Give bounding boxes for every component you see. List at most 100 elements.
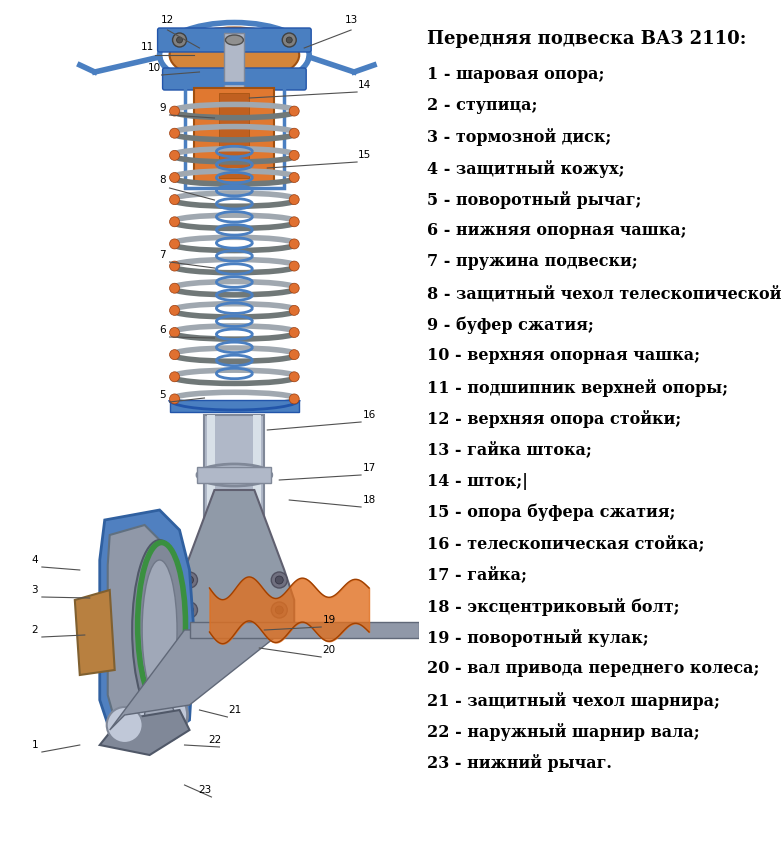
Text: 10 - верхняя опорная чашка;: 10 - верхняя опорная чашка; bbox=[427, 348, 700, 365]
Text: Передняя подвеска ВАЗ 2110:: Передняя подвеска ВАЗ 2110: bbox=[427, 30, 746, 47]
Circle shape bbox=[170, 106, 179, 116]
Text: 17: 17 bbox=[363, 463, 376, 473]
Circle shape bbox=[170, 349, 179, 360]
Text: 15 - опора буфера сжатия;: 15 - опора буфера сжатия; bbox=[427, 504, 675, 521]
Circle shape bbox=[289, 173, 299, 183]
Text: 18: 18 bbox=[363, 495, 376, 505]
Text: 2 - ступица;: 2 - ступица; bbox=[427, 97, 537, 114]
Bar bbox=[170, 400, 299, 412]
Text: 6: 6 bbox=[159, 325, 166, 335]
Polygon shape bbox=[75, 590, 114, 675]
Text: 12: 12 bbox=[161, 15, 174, 25]
Circle shape bbox=[289, 349, 299, 360]
Circle shape bbox=[289, 151, 299, 161]
Bar bbox=[194, 88, 274, 183]
Text: 7: 7 bbox=[159, 250, 166, 260]
Bar bbox=[254, 415, 262, 540]
Circle shape bbox=[170, 239, 179, 249]
Circle shape bbox=[289, 217, 299, 227]
Text: 20: 20 bbox=[323, 645, 336, 655]
Polygon shape bbox=[99, 510, 194, 740]
Text: 11 - подшипник верхней опоры;: 11 - подшипник верхней опоры; bbox=[427, 379, 728, 397]
Circle shape bbox=[282, 33, 296, 47]
Text: 9 - буфер сжатия;: 9 - буфер сжатия; bbox=[427, 316, 594, 333]
Text: 21 - защитный чехол шарнира;: 21 - защитный чехол шарнира; bbox=[427, 692, 720, 710]
Text: 13: 13 bbox=[345, 15, 358, 25]
Text: 3: 3 bbox=[31, 585, 38, 595]
Bar bbox=[197, 467, 271, 483]
Circle shape bbox=[170, 129, 179, 138]
Circle shape bbox=[170, 371, 179, 382]
Circle shape bbox=[289, 129, 299, 138]
Text: 11: 11 bbox=[141, 42, 154, 52]
Text: 16 - телескопическая стойка;: 16 - телескопическая стойка; bbox=[427, 536, 704, 552]
Circle shape bbox=[170, 394, 179, 404]
Circle shape bbox=[176, 37, 182, 43]
Ellipse shape bbox=[226, 35, 244, 45]
FancyBboxPatch shape bbox=[157, 28, 311, 52]
Circle shape bbox=[106, 707, 143, 743]
Circle shape bbox=[287, 37, 292, 43]
Ellipse shape bbox=[143, 560, 177, 700]
Text: 5: 5 bbox=[159, 390, 166, 400]
Bar bbox=[219, 93, 249, 178]
Text: 6 - нижняя опорная чашка;: 6 - нижняя опорная чашка; bbox=[427, 222, 687, 239]
Ellipse shape bbox=[197, 464, 272, 486]
Circle shape bbox=[276, 606, 283, 614]
Circle shape bbox=[170, 217, 179, 227]
Text: 13 - гайка штока;: 13 - гайка штока; bbox=[427, 442, 592, 459]
Text: 21: 21 bbox=[228, 705, 241, 715]
Polygon shape bbox=[175, 490, 294, 630]
Text: 9: 9 bbox=[159, 103, 166, 113]
Text: 4: 4 bbox=[31, 555, 38, 565]
Text: 14 - шток;|: 14 - шток;| bbox=[427, 473, 528, 490]
Circle shape bbox=[172, 33, 186, 47]
Bar bbox=[185, 83, 284, 188]
Text: 20 - вал привода переднего колеса;: 20 - вал привода переднего колеса; bbox=[427, 661, 760, 678]
Circle shape bbox=[289, 394, 299, 404]
Circle shape bbox=[170, 151, 179, 161]
Text: 22: 22 bbox=[207, 735, 221, 745]
Circle shape bbox=[271, 602, 287, 618]
Circle shape bbox=[289, 106, 299, 116]
Text: 4 - защитный кожух;: 4 - защитный кожух; bbox=[427, 160, 624, 178]
Text: 19: 19 bbox=[323, 615, 336, 625]
Circle shape bbox=[289, 283, 299, 294]
Bar bbox=[189, 622, 419, 638]
Circle shape bbox=[289, 261, 299, 271]
Circle shape bbox=[271, 572, 287, 588]
Text: 7 - пружина подвески;: 7 - пружина подвески; bbox=[427, 254, 637, 271]
Text: 18 - эксцентриковый болт;: 18 - эксцентриковый болт; bbox=[427, 598, 680, 616]
Circle shape bbox=[289, 195, 299, 205]
Circle shape bbox=[145, 700, 175, 730]
Circle shape bbox=[186, 606, 193, 614]
Text: 23: 23 bbox=[198, 785, 211, 795]
Text: 1: 1 bbox=[31, 740, 38, 750]
Text: 17 - гайка;: 17 - гайка; bbox=[427, 567, 527, 584]
Polygon shape bbox=[99, 710, 189, 755]
Text: 14: 14 bbox=[357, 80, 370, 90]
Circle shape bbox=[182, 572, 197, 588]
Circle shape bbox=[289, 305, 299, 316]
Bar bbox=[204, 415, 265, 540]
Bar bbox=[207, 415, 215, 540]
Text: 19 - поворотный кулак;: 19 - поворотный кулак; bbox=[427, 629, 648, 647]
Circle shape bbox=[289, 327, 299, 338]
Text: 8: 8 bbox=[159, 175, 166, 185]
Circle shape bbox=[276, 576, 283, 584]
Ellipse shape bbox=[170, 28, 299, 83]
Circle shape bbox=[289, 239, 299, 249]
Text: 16: 16 bbox=[363, 410, 376, 420]
Text: 23 - нижний рычаг.: 23 - нижний рычаг. bbox=[427, 755, 612, 772]
Circle shape bbox=[170, 305, 179, 316]
Circle shape bbox=[170, 327, 179, 338]
Circle shape bbox=[170, 283, 179, 294]
Text: 15: 15 bbox=[357, 150, 370, 160]
Text: 5 - поворотный рычаг;: 5 - поворотный рычаг; bbox=[427, 191, 641, 209]
Polygon shape bbox=[108, 525, 170, 725]
Text: 1 - шаровая опора;: 1 - шаровая опора; bbox=[427, 66, 604, 83]
Text: 10: 10 bbox=[148, 63, 161, 73]
Circle shape bbox=[170, 173, 179, 183]
Circle shape bbox=[186, 576, 193, 584]
Circle shape bbox=[289, 371, 299, 382]
